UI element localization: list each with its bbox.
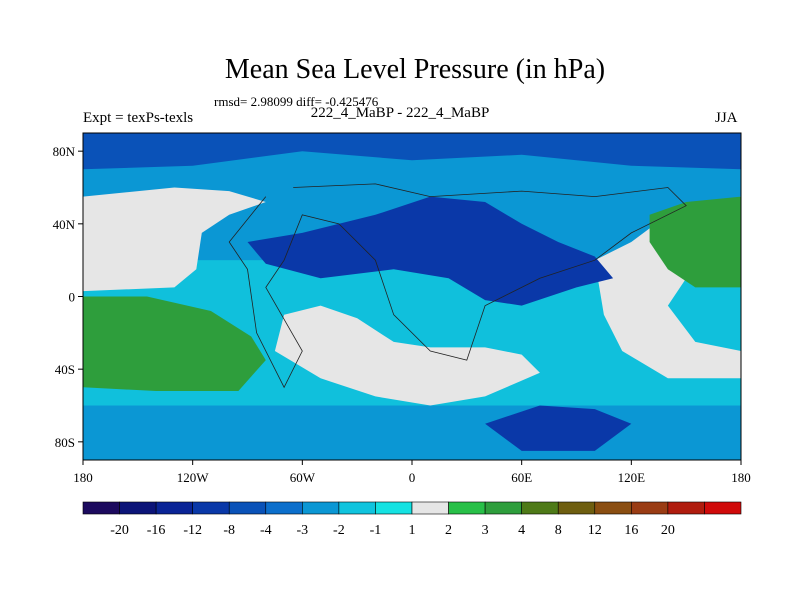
colorbar-swatch	[82, 501, 120, 515]
colorbar-swatch	[667, 501, 705, 515]
x-tick-label: 180	[73, 470, 93, 485]
colorbar-swatch	[192, 501, 230, 515]
chart-title: Mean Sea Level Pressure (in hPa)	[224, 54, 606, 85]
x-tick-label: 60W	[290, 470, 316, 485]
colorbar-label: -4	[260, 523, 272, 538]
coastline	[228, 183, 687, 389]
colorbar-label: 20	[661, 523, 675, 538]
colorbar-label: -1	[370, 523, 382, 538]
colorbar-label: 3	[482, 523, 489, 538]
colorbar-label: -8	[223, 523, 235, 538]
colorbar-label: 1	[409, 523, 416, 538]
colorbar-label: -3	[296, 523, 308, 538]
y-tick-label: 40S	[55, 362, 75, 377]
colorbar-swatch	[631, 501, 669, 515]
region-atlantic-white	[274, 305, 540, 406]
region-northeast-pacific-white	[83, 187, 266, 292]
y-tick-label: 80S	[55, 435, 75, 450]
colorbar-swatch	[448, 501, 486, 515]
colorbar-swatch	[228, 501, 267, 515]
region-pacific-south-green	[83, 296, 266, 391]
colorbar-label: 12	[588, 523, 602, 538]
colorbar-swatch	[338, 501, 376, 515]
x-tick-label: 0	[409, 470, 416, 485]
colorbar-swatch	[119, 501, 157, 515]
colorbar-swatch	[302, 501, 340, 515]
colorbar-label: 8	[555, 523, 562, 538]
colorbar-label: -12	[183, 523, 202, 538]
colorbar-label: -2	[333, 523, 345, 538]
colorbar-swatch	[375, 501, 413, 515]
x-tick-label: 180	[731, 470, 751, 485]
colorbar-label: 2	[445, 523, 452, 538]
y-tick-label: 80N	[53, 144, 76, 159]
colorbar-swatch	[594, 501, 632, 515]
colorbar-swatch	[704, 501, 742, 515]
x-tick-label: 120E	[618, 470, 646, 485]
region-arctic-band	[83, 133, 741, 170]
y-tick-label: 40N	[53, 217, 76, 232]
colorbar-swatch	[521, 501, 559, 515]
left-subtitle: Expt = texPs-texls	[83, 110, 194, 126]
x-tick-label: 120W	[177, 470, 210, 485]
map-area	[83, 133, 741, 460]
region-west-indian-green	[649, 196, 741, 288]
colorbar: -20 -16 -12 -8 -4 -3 -2 -1 1 2 3 4 8 12 16 20	[82, 501, 742, 538]
colorbar-label: 16	[624, 523, 638, 538]
colorbar-swatch	[557, 501, 596, 515]
colorbar-swatch	[155, 501, 193, 515]
center-subtitle: 222_4_MaBP - 222_4_MaBP	[310, 105, 490, 121]
colorbar-label: -20	[110, 523, 129, 538]
axis-ticks: 180 120W 60W 0 60E 120E 180 80N 40N 0 40S 80S	[53, 144, 751, 485]
y-tick-label: 0	[69, 290, 76, 305]
colorbar-swatch	[265, 501, 303, 515]
stats-text: rmsd= 2.98099 diff= -0.425476	[214, 94, 379, 109]
x-tick-label: 60E	[511, 470, 532, 485]
colorbar-swatch	[484, 501, 522, 515]
colorbar-swatch	[411, 501, 449, 515]
colorbar-label: -16	[147, 523, 166, 538]
right-subtitle: JJA	[715, 110, 738, 126]
region-southern-ocean-low	[485, 405, 632, 451]
colorbar-label: 4	[518, 523, 525, 538]
